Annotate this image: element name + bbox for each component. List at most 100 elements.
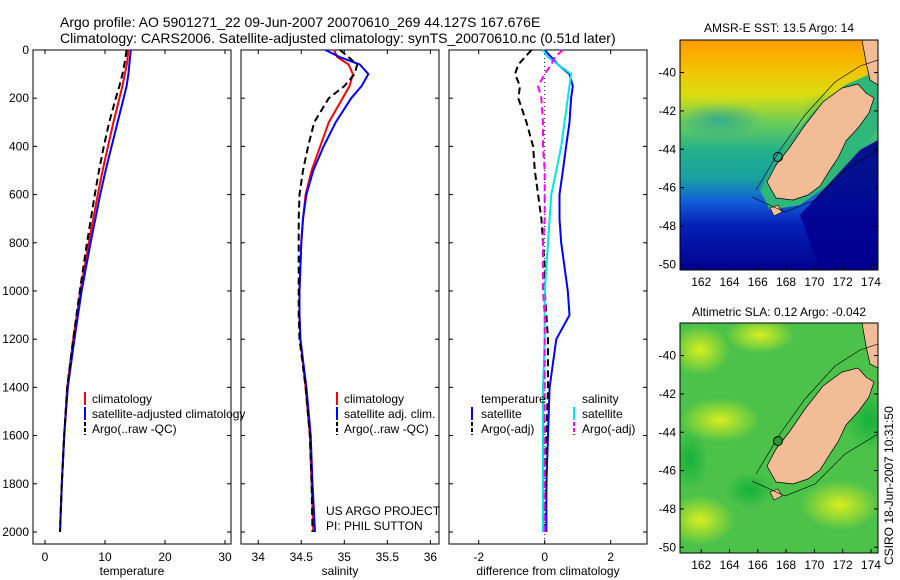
legend-label-sal-argo: Argo(-adj)	[582, 422, 635, 436]
map-y-tick-label: -50	[659, 540, 677, 554]
sla-map-x-ticks: 162 164 166 168 170 172 174	[691, 549, 881, 572]
difference-panel: -2 0 2 difference from climatology tempera…	[448, 49, 648, 578]
salinity-x-ticks: 34 34.5 35 35.5 36	[252, 50, 438, 564]
land-stewart-island	[769, 488, 783, 501]
map-x-tick-label: 174	[861, 558, 881, 572]
x-tick-label: 20	[158, 550, 172, 564]
project-annotation-line1: US ARGO PROJECT	[326, 504, 441, 518]
climatology-line	[298, 49, 354, 533]
legend-label-temp-argo: Argo(-adj)	[481, 422, 534, 436]
salinity-argo-adj-line	[537, 49, 564, 532]
land-south-island	[766, 83, 875, 201]
x-tick-label: 0	[541, 550, 548, 564]
temperature-legend: climatology satellite-adjusted climatolo…	[84, 392, 245, 436]
sla-high-patch	[680, 398, 760, 442]
x-tick-label: 36	[424, 550, 438, 564]
temperature-x-ticks: 0 10 20 30	[42, 50, 232, 564]
x-tick-label: 2	[607, 550, 614, 564]
x-tick-label: 34	[252, 550, 266, 564]
map-y-tick-label: -44	[659, 425, 677, 439]
map-y-tick-label: -48	[659, 219, 677, 233]
y-tick-label: 1800	[2, 477, 29, 491]
bathymetry-contour	[755, 59, 878, 191]
argo-location-marker	[773, 152, 783, 162]
sla-high-patch	[680, 325, 730, 375]
sla-high-patch	[680, 495, 735, 545]
difference-axes-box	[448, 49, 648, 545]
bathymetry-contour	[751, 433, 878, 497]
temperature-satellite-line	[543, 49, 574, 532]
difference-lines	[514, 49, 574, 533]
legend-label-sal-satellite: satellite	[582, 407, 623, 421]
x-tick-label: 10	[98, 550, 112, 564]
sst-map-y-ticks: -40 -42 -44 -46 -48 -50	[659, 66, 878, 271]
map-y-tick-label: -42	[659, 387, 677, 401]
difference-xlabel: difference from climatology	[476, 564, 619, 578]
salinity-panel: 34 34.5 35 35.5 36 salinity climatology sate…	[240, 49, 441, 578]
sst-map-x-ticks: 162 164 166 168 170 172 174	[691, 266, 881, 289]
sst-heatmap	[680, 40, 878, 270]
y-tick-label: 400	[9, 139, 29, 153]
salinity-satellite-line	[542, 49, 573, 532]
y-tick-label: 1400	[2, 380, 29, 394]
map-y-tick-label: -46	[659, 464, 677, 478]
sla-high-patch	[800, 480, 878, 530]
map-x-tick-label: 162	[691, 275, 711, 289]
y-tick-label: 0	[22, 43, 29, 57]
y-tick-label: 1200	[2, 332, 29, 346]
map-y-tick-label: -46	[659, 181, 677, 195]
sst-map-frame	[679, 39, 879, 271]
temperature-argo-adj-line	[514, 49, 549, 533]
map-x-tick-label: 162	[691, 558, 711, 572]
side-timestamp: CSIRO 18-Jun-2007 10:31:50	[882, 406, 896, 565]
sst-map-panel: AMSR-E SST: 13.5 Argo: 14 -40-42-44-46-4…	[659, 21, 882, 289]
sla-low-patch	[680, 430, 708, 490]
land-south-island	[766, 367, 875, 485]
legend-label-argo: Argo(..raw -QC)	[344, 422, 429, 436]
y-tick-label: 800	[9, 236, 29, 250]
x-tick-label: 0	[42, 550, 49, 564]
x-tick-label: 35	[338, 550, 352, 564]
y-tick-label: 600	[9, 188, 29, 202]
y-tick-label: 200	[9, 91, 29, 105]
map-y-tick-label: -40	[659, 66, 677, 80]
sla-map-y-ticks: -40 -42 -44 -46 -48 -50	[659, 349, 878, 554]
legend-label-satellite: satellite-adjusted climatology	[92, 407, 245, 421]
map-y-tick-label: -44	[659, 142, 677, 156]
sla-map-frame	[679, 322, 879, 554]
legend-label-climatology: climatology	[92, 392, 152, 406]
sla-low-patch	[725, 472, 775, 508]
x-tick-label: 34.5	[290, 550, 314, 564]
map-y-tick-label: -40	[659, 349, 677, 363]
map-x-tick-label: 172	[833, 275, 853, 289]
x-tick-label: 30	[218, 550, 232, 564]
header-line-1: Argo profile: AO 5901271_22 09-Jun-2007 …	[60, 14, 540, 30]
sla-heatmap	[680, 323, 878, 553]
map-x-tick-label: 164	[719, 275, 739, 289]
x-tick-label: 35.5	[376, 550, 400, 564]
salinity-legend: climatology satellite adj. clim. Argo(..…	[336, 392, 435, 436]
argo-raw-qc-line	[59, 49, 128, 533]
bathymetry-contour	[751, 149, 878, 213]
difference-y-ticks	[449, 49, 647, 533]
map-x-tick-label: 170	[804, 558, 824, 572]
map-x-tick-label: 166	[748, 275, 768, 289]
difference-legend: temperature satellite Argo(-adj) salinit…	[471, 392, 635, 436]
map-x-tick-label: 164	[719, 558, 739, 572]
legend-label-climatology: climatology	[344, 392, 404, 406]
y-tick-label: 1000	[2, 284, 29, 298]
legend-label-satellite: satellite adj. clim.	[344, 407, 435, 421]
map-x-tick-label: 170	[804, 275, 824, 289]
map-y-tick-label: -48	[659, 502, 677, 516]
salinity-axes-box	[240, 49, 440, 545]
sla-high-patch	[725, 323, 795, 353]
map-x-tick-label: 166	[748, 558, 768, 572]
x-tick-label: -2	[473, 550, 484, 564]
salinity-xlabel: salinity	[322, 564, 359, 578]
land-stewart-island	[769, 204, 783, 217]
map-x-tick-label: 174	[861, 275, 881, 289]
legend-title-temperature: temperature	[481, 392, 546, 406]
temperature-lines	[59, 49, 132, 533]
salinity-lines	[297, 49, 370, 533]
